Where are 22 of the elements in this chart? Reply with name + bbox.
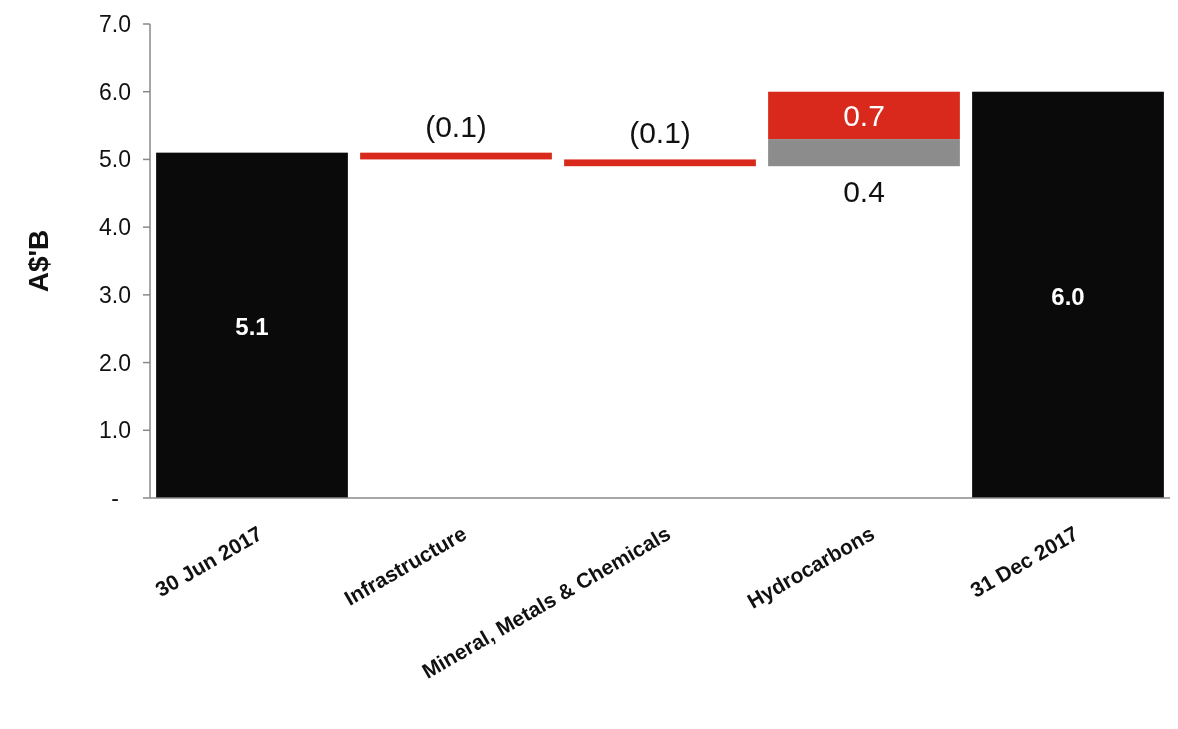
data-label: (0.1) (629, 116, 691, 150)
bar (156, 152, 348, 498)
y-axis-title: A$'B (23, 229, 54, 293)
y-tick-label: 2.0 (99, 349, 131, 376)
bar (768, 139, 960, 167)
data-label: 0.7 (843, 99, 885, 133)
y-tick-label: 3.0 (99, 281, 131, 308)
y-tick-label: 5.0 (99, 146, 131, 173)
x-tick-label: 31 Dec 2017 (966, 521, 1082, 602)
data-label: (0.1) (425, 109, 487, 143)
y-tick-label: 7.0 (99, 11, 131, 37)
bar (972, 91, 1164, 498)
x-tick-label: 30 Jun 2017 (151, 521, 266, 602)
data-label: 6.0 (1051, 282, 1085, 310)
data-label: 5.1 (235, 313, 269, 341)
bar (564, 159, 756, 167)
bar (768, 91, 960, 140)
y-tick-label: 6.0 (99, 78, 131, 105)
y-tick-label: - (111, 485, 119, 511)
data-label: 0.4 (843, 175, 885, 209)
y-tick-label: 1.0 (99, 417, 131, 444)
y-tick-label: 4.0 (99, 214, 131, 241)
